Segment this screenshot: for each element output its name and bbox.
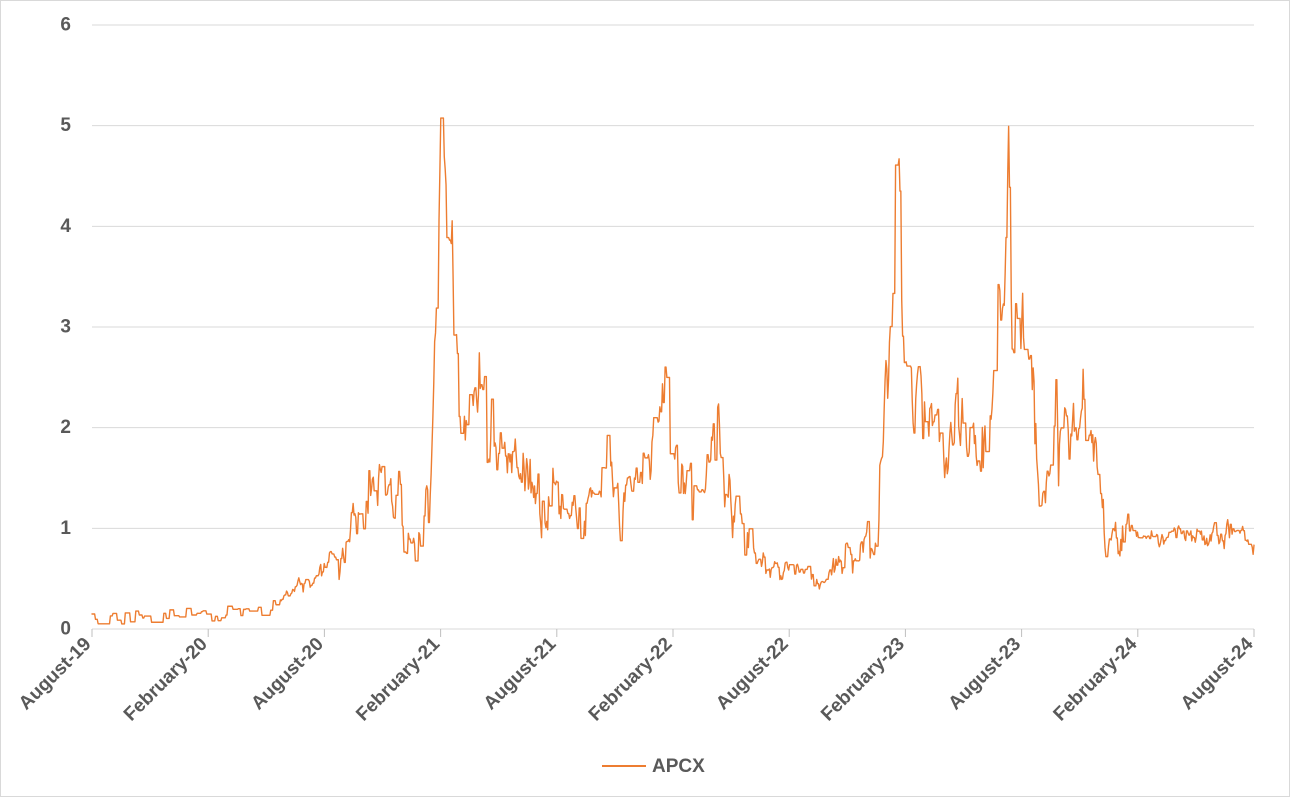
svg-text:3: 3 bbox=[60, 317, 71, 338]
svg-text:August-21: August-21 bbox=[480, 633, 561, 714]
svg-text:August-20: August-20 bbox=[247, 634, 328, 715]
svg-text:August-24: August-24 bbox=[1177, 633, 1258, 714]
svg-text:1: 1 bbox=[60, 518, 71, 539]
svg-text:0: 0 bbox=[60, 619, 71, 640]
svg-text:February-24: February-24 bbox=[1050, 633, 1142, 725]
svg-text:APCX: APCX bbox=[652, 756, 705, 777]
svg-text:August-23: August-23 bbox=[945, 634, 1026, 715]
svg-text:February-22: February-22 bbox=[585, 634, 677, 726]
svg-text:August-19: August-19 bbox=[15, 634, 96, 715]
svg-text:February-21: February-21 bbox=[352, 633, 444, 725]
svg-text:5: 5 bbox=[60, 115, 71, 136]
svg-text:February-23: February-23 bbox=[817, 634, 909, 726]
svg-text:4: 4 bbox=[60, 216, 71, 237]
svg-text:February-20: February-20 bbox=[120, 634, 212, 726]
svg-text:2: 2 bbox=[60, 417, 71, 438]
svg-text:6: 6 bbox=[60, 15, 71, 36]
svg-text:August-22: August-22 bbox=[712, 634, 793, 715]
